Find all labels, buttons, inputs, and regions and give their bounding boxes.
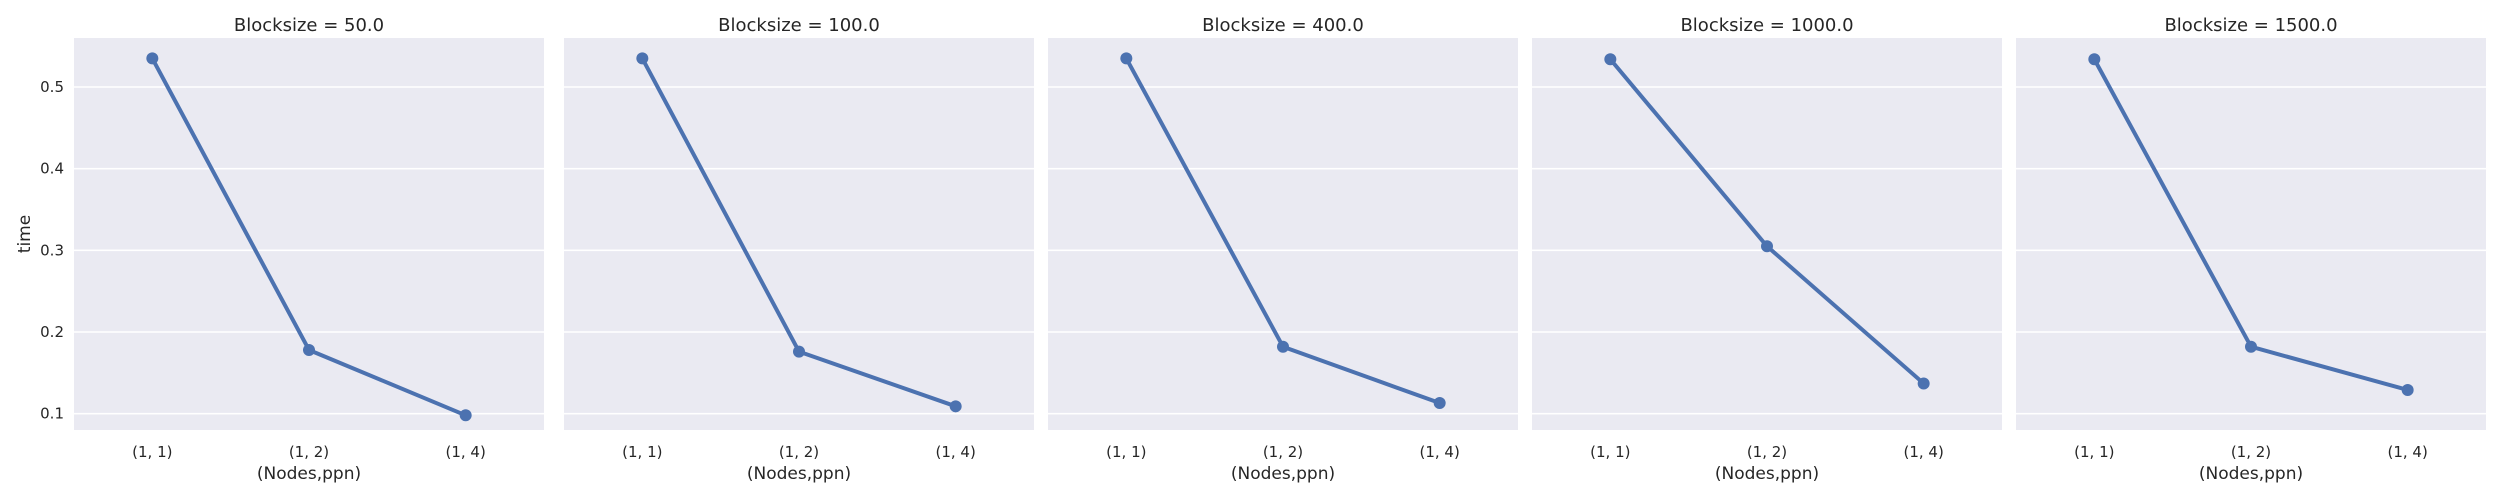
data-point — [1120, 52, 1133, 65]
x-tick-label: (1, 1) — [622, 443, 662, 461]
x-tick-label: (1, 2) — [1263, 443, 1303, 461]
x-axis-label: (Nodes,ppn) — [2199, 464, 2303, 484]
data-point — [793, 345, 805, 358]
x-tick-label: (1, 4) — [1904, 443, 1944, 461]
panel-title: Blocksize = 50.0 — [234, 15, 384, 36]
x-axis-label: (Nodes,ppn) — [1715, 464, 1819, 484]
data-point — [1761, 240, 1773, 253]
x-tick-label: (1, 2) — [289, 443, 329, 461]
panel-title: Blocksize = 1500.0 — [2164, 15, 2337, 36]
data-point — [1917, 377, 1930, 390]
y-tick-label: 0.1 — [40, 405, 64, 423]
x-axis-label: (Nodes,ppn) — [747, 464, 851, 484]
panel-background — [1048, 38, 1518, 430]
x-tick-label: (1, 4) — [936, 443, 976, 461]
data-point — [1604, 53, 1617, 66]
x-tick-label: (1, 4) — [1420, 443, 1460, 461]
panel-background — [1532, 38, 2002, 430]
x-tick-label: (1, 2) — [1747, 443, 1787, 461]
x-tick-label: (1, 1) — [1590, 443, 1630, 461]
data-point — [146, 52, 159, 65]
data-point — [2245, 340, 2257, 353]
data-point — [1277, 340, 1289, 353]
x-tick-label: (1, 1) — [2074, 443, 2114, 461]
x-tick-label: (1, 1) — [132, 443, 172, 461]
y-axis-label: time — [15, 215, 35, 253]
y-tick-label: 0.3 — [40, 241, 64, 259]
panel-title: Blocksize = 1000.0 — [1680, 15, 1853, 36]
panel-title: Blocksize = 100.0 — [718, 15, 880, 36]
panel-background — [564, 38, 1034, 430]
y-tick-label: 0.5 — [40, 78, 64, 96]
x-tick-label: (1, 4) — [446, 443, 486, 461]
data-point — [303, 343, 315, 356]
x-tick-label: (1, 4) — [2388, 443, 2428, 461]
data-point — [949, 400, 962, 413]
panel-background — [74, 38, 544, 430]
x-axis-label: (Nodes,ppn) — [257, 464, 361, 484]
data-point — [2088, 53, 2101, 66]
x-tick-label: (1, 1) — [1106, 443, 1146, 461]
data-point — [1433, 397, 1446, 410]
x-tick-label: (1, 2) — [779, 443, 819, 461]
x-axis-label: (Nodes,ppn) — [1231, 464, 1335, 484]
panel-background — [2016, 38, 2486, 430]
y-tick-label: 0.4 — [40, 160, 64, 178]
data-point — [2401, 383, 2414, 396]
data-point — [636, 52, 649, 65]
data-point — [459, 409, 472, 422]
y-tick-label: 0.2 — [40, 323, 64, 341]
panel-title: Blocksize = 400.0 — [1202, 15, 1364, 36]
x-tick-label: (1, 2) — [2231, 443, 2271, 461]
